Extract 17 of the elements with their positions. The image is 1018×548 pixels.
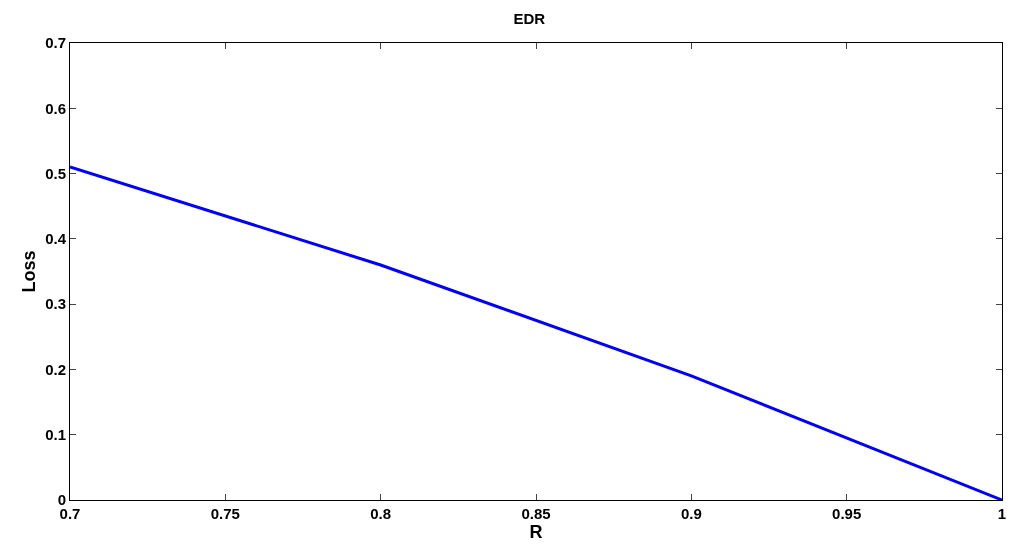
x-tick-label: 0.9 [680, 505, 702, 522]
line-series [70, 165, 1002, 500]
chart-title: EDR [513, 10, 546, 28]
x-tick-label: 0.85 [521, 505, 551, 522]
x-tick-label: 0.75 [210, 505, 240, 522]
x-axis-title: R [529, 522, 543, 542]
y-tick-label: 0.4 [45, 230, 67, 248]
y-tick-label: 0.2 [45, 360, 66, 378]
y-tick-label: 0.1 [45, 425, 66, 443]
y-tick-label: 0.6 [45, 99, 66, 117]
x-tick-label: 0.8 [370, 505, 392, 522]
y-tick-label: 0.7 [45, 34, 66, 52]
x-tick-label: 1 [997, 505, 1007, 522]
x-tick-label: 0.95 [832, 505, 862, 522]
y-tick-label: 0.5 [45, 164, 66, 182]
y-axis-title: Loss [19, 250, 40, 293]
y-tick-label: 0.3 [45, 295, 66, 313]
